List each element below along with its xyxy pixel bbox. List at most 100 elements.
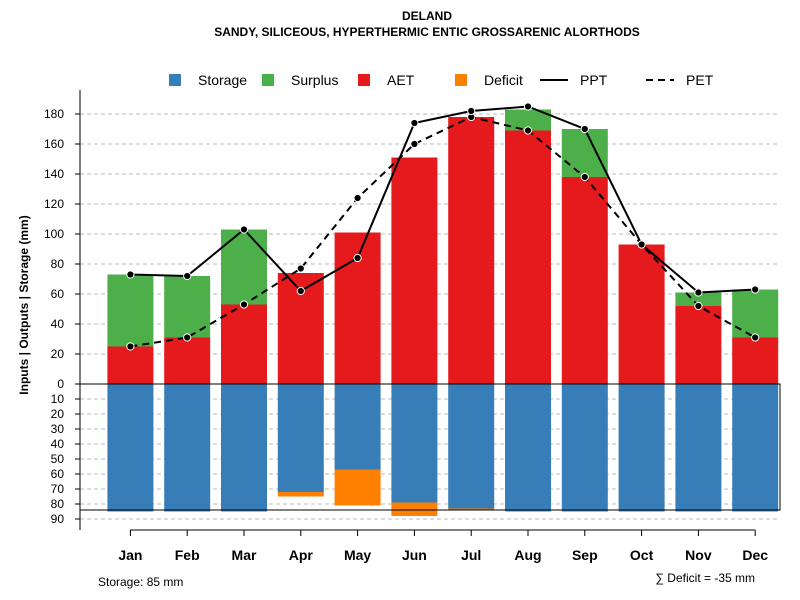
surplus-bar [732, 289, 779, 338]
aet-bar [675, 306, 722, 384]
ppt-point [751, 285, 760, 294]
y-tick-label: 40 [51, 317, 65, 331]
pet-line [130, 115, 756, 348]
x-tick-label: Jan [118, 547, 142, 563]
y-tick-label: 90 [51, 512, 65, 526]
surplus-bar [107, 274, 154, 347]
ppt-point [410, 118, 419, 128]
storage-bar [732, 384, 779, 512]
aet-bar [221, 304, 267, 384]
aet-bar [561, 177, 608, 384]
y-tick-label: 60 [51, 287, 65, 301]
ppt-point [183, 271, 192, 281]
pet-point [296, 264, 305, 273]
legend-label: PET [686, 72, 714, 88]
legend-swatch [358, 74, 370, 86]
x-tick-label: Apr [289, 547, 314, 563]
y-axis-label: Inputs | Outputs | Storage (mm) [17, 215, 31, 394]
surplus-bar [561, 129, 608, 177]
x-tick-label: Feb [175, 547, 200, 563]
y-tick-label: 60 [51, 467, 65, 481]
storage-bar [618, 384, 665, 512]
x-tick-label: May [344, 547, 371, 563]
legend-label: Surplus [291, 72, 338, 88]
storage-bar [675, 384, 722, 512]
legend-swatch [455, 74, 467, 86]
y-tick-label: 80 [51, 497, 65, 511]
chart-subtitle: SANDY, SILICEOUS, HYPERTHERMIC ENTIC GRO… [214, 25, 640, 39]
ppt-point [580, 124, 589, 134]
ppt-point [353, 253, 362, 263]
aet-bar [505, 130, 551, 384]
pet-point [239, 300, 249, 309]
x-tick-label: Nov [685, 547, 712, 563]
y-tick-label: 80 [51, 257, 65, 271]
deficit-bar [277, 492, 324, 497]
aet-bar [391, 157, 438, 384]
pet-point [694, 301, 703, 311]
pet-point [183, 333, 192, 342]
y-tick-label: 180 [44, 107, 64, 121]
pet-point [410, 139, 419, 149]
x-tick-label: Oct [630, 547, 654, 563]
surplus-bar [675, 292, 722, 306]
ppt-point [126, 270, 135, 279]
legend: Storage Surplus AET Deficit PPT PET [169, 72, 714, 88]
storage-bar [277, 384, 324, 492]
ppt-point [523, 102, 533, 111]
y-tick-label: 0 [57, 377, 64, 391]
y-tick-label: 120 [44, 197, 64, 211]
y-tick-label: 40 [51, 437, 65, 451]
y-tick-label: 70 [51, 482, 65, 496]
ppt-point [467, 106, 476, 116]
pet-point [353, 193, 362, 203]
deficit-bar [391, 502, 438, 516]
storage-bar [505, 384, 551, 512]
surplus-bar [164, 276, 211, 338]
y-tick-label: 50 [51, 452, 65, 466]
pet-point [580, 172, 589, 182]
deficit-note: ∑ Deficit = -35 mm [655, 571, 755, 585]
aet-bar [732, 337, 779, 384]
pet-point [523, 126, 533, 135]
aet-bar [618, 244, 665, 384]
ppt-point [694, 288, 703, 297]
x-tick-label: Jul [461, 547, 481, 563]
ppt-point [637, 240, 646, 249]
y-tick-label: 20 [51, 407, 65, 421]
y-tick-label: 100 [44, 227, 64, 241]
ppt-point [296, 286, 305, 296]
surplus-bar [221, 229, 267, 305]
y-tick-label: 160 [44, 137, 64, 151]
aet-bar [448, 117, 495, 384]
x-tick-label: Mar [232, 547, 257, 563]
legend-swatch [169, 74, 181, 86]
legend-label: AET [387, 72, 415, 88]
storage-bar [164, 384, 211, 512]
ppt-line [130, 105, 756, 294]
surplus-bar [505, 109, 551, 131]
storage-bar [561, 384, 608, 512]
legend-label: Storage [198, 72, 247, 88]
legend-swatch [262, 74, 274, 86]
legend-label: Deficit [484, 72, 523, 88]
series-lines [126, 102, 760, 351]
pet-point [751, 333, 760, 342]
y-tick-label: 140 [44, 167, 64, 181]
x-tick-label: Sep [572, 547, 598, 563]
y-tick-label: 10 [51, 392, 65, 406]
aet-bar [164, 337, 211, 384]
y-tick-label: 20 [51, 347, 65, 361]
x-tick-label: Aug [514, 547, 541, 563]
axes: 0204060801001201401601801020304050607080… [44, 90, 781, 563]
ppt-point [239, 225, 249, 234]
x-tick-label: Jun [402, 547, 427, 563]
aet-bar [107, 346, 154, 384]
chart-title: DELAND [402, 9, 452, 23]
storage-bar [448, 384, 495, 509]
y-tick-label: 30 [51, 422, 65, 436]
storage-note: Storage: 85 mm [98, 575, 183, 589]
storage-bar [107, 384, 154, 512]
bars [107, 109, 779, 516]
